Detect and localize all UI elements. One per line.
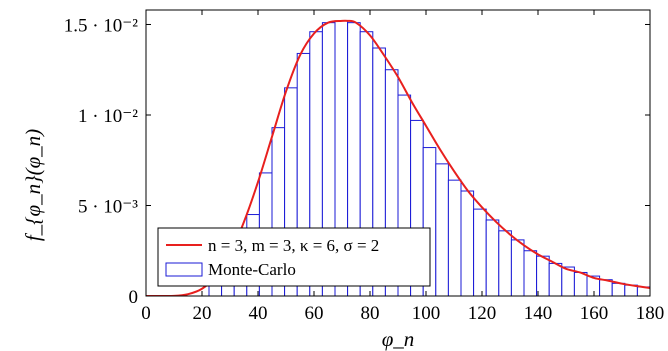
histogram-bar — [548, 262, 563, 296]
histogram-bar — [599, 279, 613, 296]
x-tick-label: 0 — [141, 303, 151, 324]
pdf-curve — [146, 19, 650, 296]
x-tick-label: 100 — [412, 303, 441, 324]
x-tick-label: 40 — [249, 303, 268, 324]
y-tick-label: 1 · 10⁻² — [78, 106, 138, 127]
histogram-bar — [485, 219, 500, 296]
x-tick-label: 80 — [361, 303, 380, 324]
histogram-bar — [460, 190, 475, 296]
y-tick-label: 0 — [129, 287, 139, 308]
x-tick-label: 120 — [468, 303, 497, 324]
plot-frame — [145, 9, 651, 297]
x-tick-label: 60 — [305, 303, 324, 324]
x-axis-ticks: 0 20 40 60 80 100 120 140 160 180 — [141, 10, 664, 324]
legend: n = 3, m = 3, κ = 6, σ = 2 Monte-Carlo — [157, 227, 431, 287]
histogram-bar — [536, 255, 550, 296]
y-axis-label: f_{φ_n}(φ_n) — [21, 129, 45, 241]
histogram-bar — [447, 179, 462, 296]
x-axis-label: φ_n — [382, 327, 415, 351]
legend-entry-bars: Monte-Carlo — [208, 260, 296, 279]
histogram-bar — [498, 230, 512, 296]
legend-bar-swatch — [165, 262, 203, 277]
x-tick-label: 20 — [193, 303, 212, 324]
y-axis-label-group: f_{φ_n}(φ_n) — [21, 129, 45, 241]
histogram-bar — [611, 282, 626, 296]
y-tick-label: 5 · 10⁻³ — [78, 196, 138, 217]
legend-entry-curve: n = 3, m = 3, κ = 6, σ = 2 — [208, 236, 379, 255]
histogram-bar — [510, 239, 525, 296]
y-tick-label: 1.5 · 10⁻² — [64, 15, 139, 36]
histogram-bar — [435, 163, 449, 296]
legend-box — [157, 227, 431, 287]
x-tick-label: 180 — [636, 303, 665, 324]
x-tick-label: 160 — [580, 303, 609, 324]
y-axis-ticks: 0 5 · 10⁻³ 1 · 10⁻² 1.5 · 10⁻² — [64, 15, 650, 308]
histogram-bar — [473, 208, 487, 296]
x-tick-label: 140 — [524, 303, 553, 324]
histogram-bar — [523, 250, 538, 296]
histogram-bar — [573, 271, 588, 296]
